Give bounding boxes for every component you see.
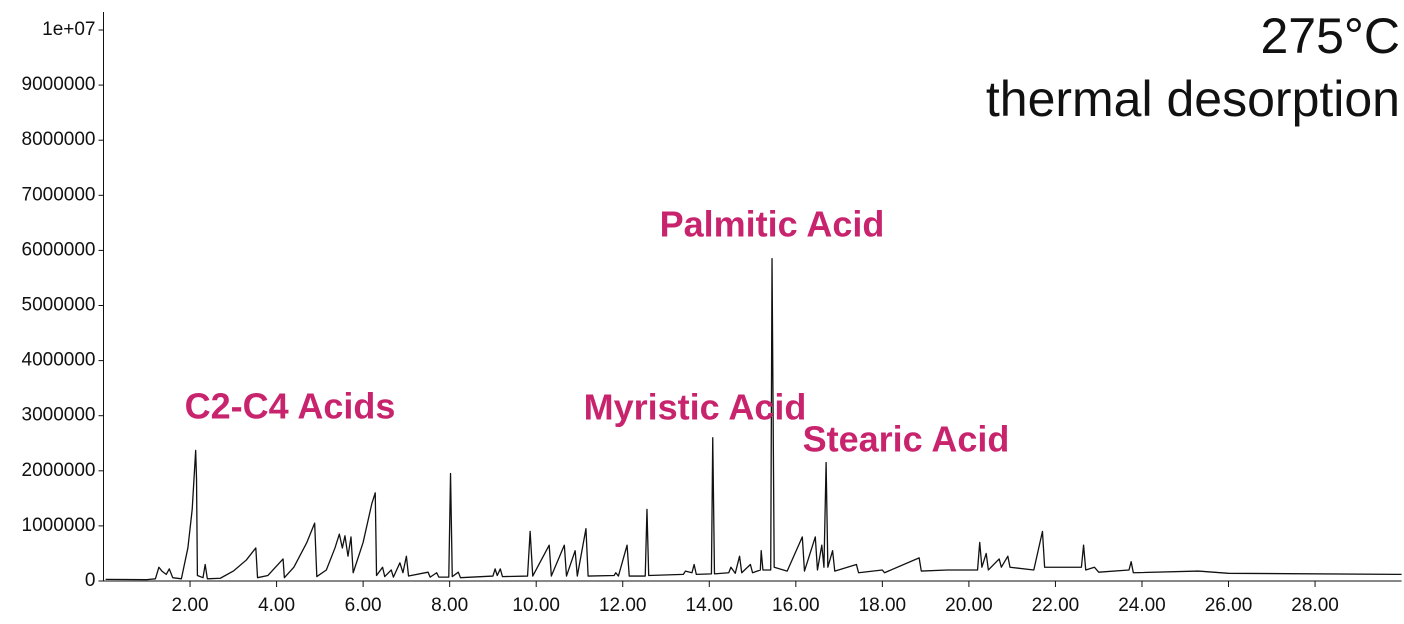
y-tick-label: 8000000 [22,129,96,150]
y-tick-label: 7000000 [22,184,96,205]
peak-annotation: Palmitic Acid [660,204,885,245]
x-tick-label: 4.00 [258,595,295,616]
x-tick-label: 26.00 [1205,595,1253,616]
peak-annotation: Stearic Acid [803,419,1010,460]
x-tick-label: 10.00 [512,595,560,616]
x-tick-label: 12.00 [599,595,647,616]
peak-annotation: Myristic Acid [584,387,807,428]
x-tick-label: 18.00 [859,595,907,616]
y-tick-label: 2000000 [22,460,96,481]
chart-subtitle: thermal desorption [986,71,1400,127]
y-tick-label: 5000000 [22,295,96,316]
chromatogram-line [105,258,1402,581]
y-tick-label: 4000000 [22,350,96,371]
y-tick-label: 1e+07 [42,19,95,40]
x-tick-label: 2.00 [172,595,209,616]
x-tick-label: 8.00 [431,595,468,616]
y-tick-label: 1000000 [22,515,96,536]
x-tick-label: 16.00 [772,595,820,616]
x-tick-label: 6.00 [345,595,382,616]
peak-annotation: C2-C4 Acids [185,386,396,427]
y-tick-label: 0 [85,570,96,591]
x-tick-label: 22.00 [1032,595,1080,616]
x-tick-label: 28.00 [1291,595,1339,616]
x-tick-label: 14.00 [686,595,734,616]
y-tick-label: 3000000 [22,405,96,426]
x-tick-label: 20.00 [945,595,993,616]
x-tick-label: 24.00 [1118,595,1166,616]
y-tick-label: 9000000 [22,74,96,95]
chart-title: 275°C [1260,8,1400,64]
y-tick-label: 6000000 [22,239,96,260]
